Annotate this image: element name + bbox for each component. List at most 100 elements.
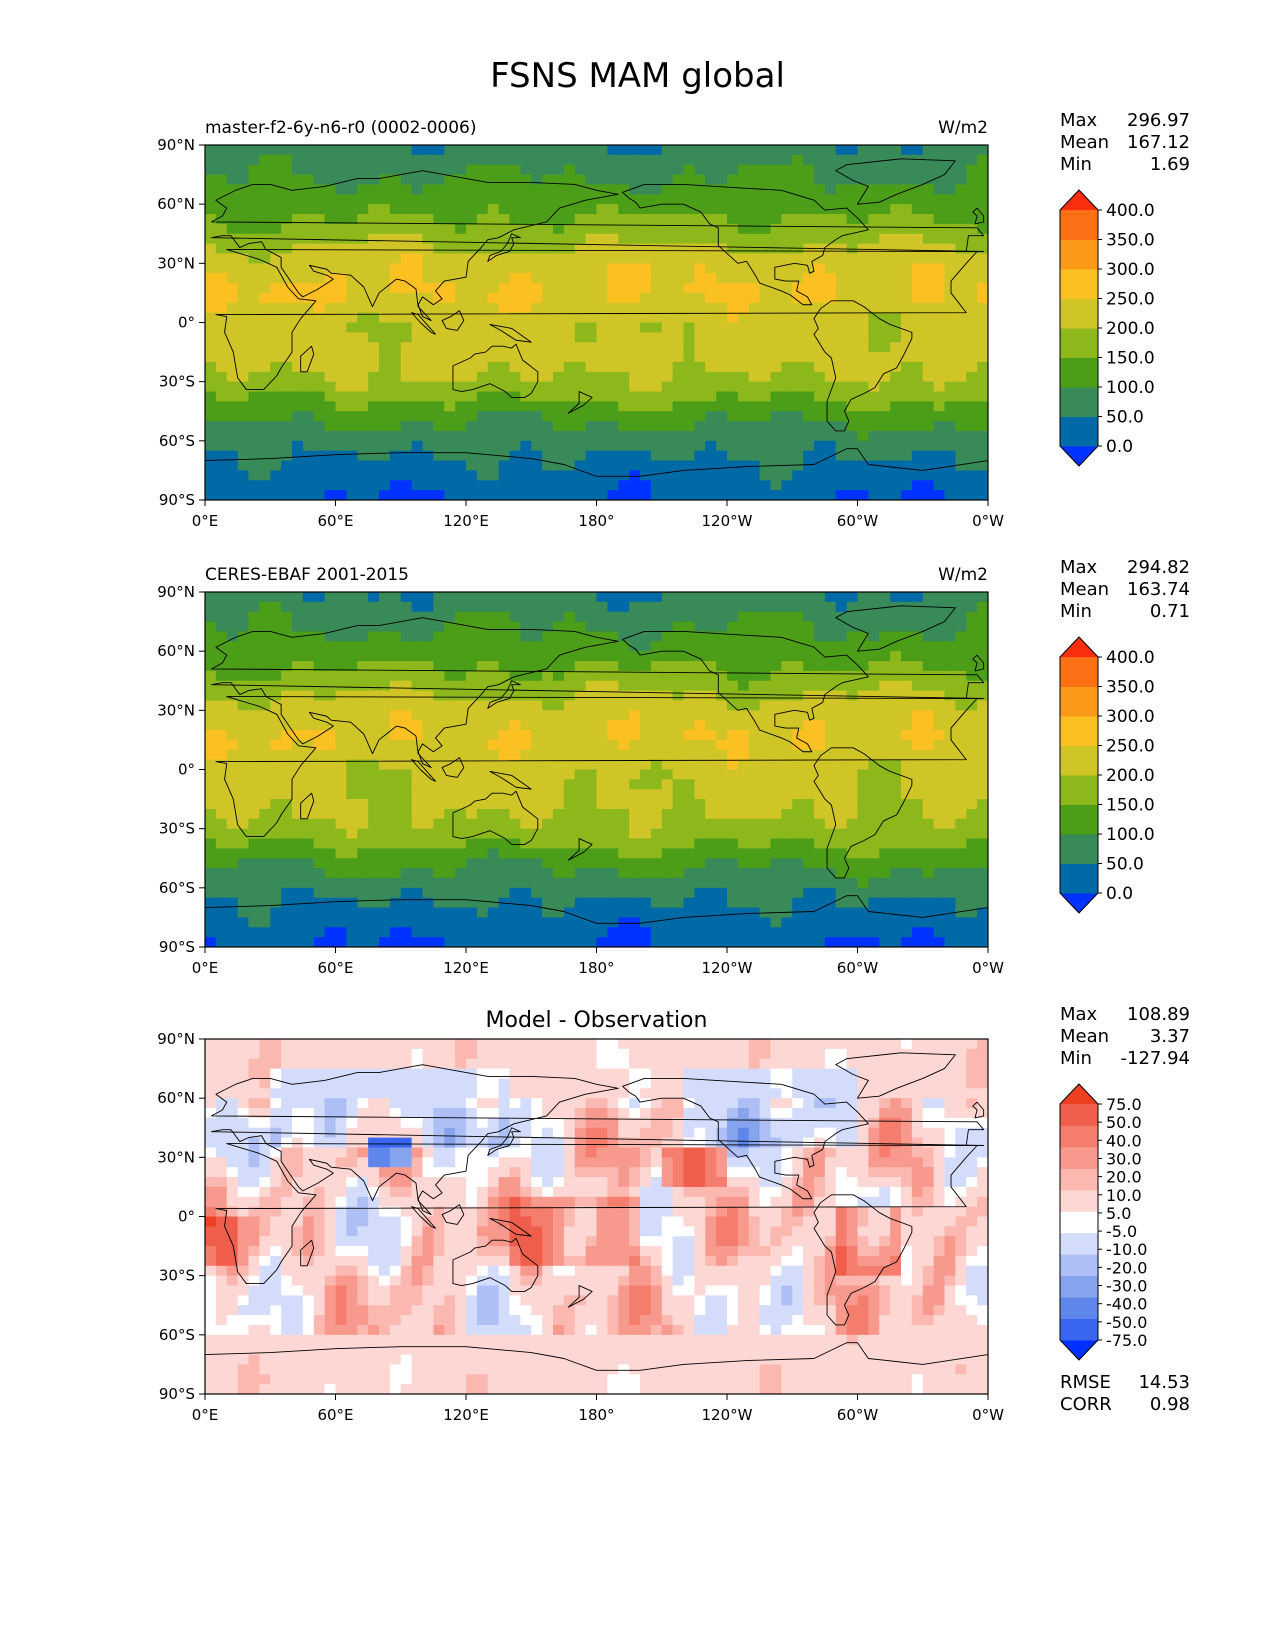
coastline xyxy=(972,207,985,225)
field-cell xyxy=(781,480,793,491)
field-cell xyxy=(563,361,576,373)
field-cell xyxy=(205,641,217,652)
field-cell xyxy=(846,897,859,909)
field-cell xyxy=(618,411,630,422)
field-cell xyxy=(640,480,652,491)
field-cell xyxy=(531,592,543,603)
field-cell xyxy=(237,700,250,711)
field-cell xyxy=(650,739,663,751)
field-cell xyxy=(248,391,260,402)
field-cell xyxy=(694,342,706,353)
field-cell xyxy=(814,430,826,442)
field-cell xyxy=(400,769,413,780)
field-cell xyxy=(585,868,598,879)
field-cell xyxy=(716,720,728,731)
field-cell xyxy=(498,411,511,422)
field-cell xyxy=(977,411,988,422)
field-cell xyxy=(400,332,413,343)
field-cell xyxy=(748,621,761,633)
field-cell xyxy=(650,799,663,810)
field-cell xyxy=(422,450,434,462)
field-cell xyxy=(574,332,587,343)
field-cell xyxy=(411,480,424,491)
field-cell xyxy=(977,490,988,500)
field-cell xyxy=(259,480,271,491)
field-cell xyxy=(922,312,935,324)
field-cell xyxy=(694,641,706,652)
field-cell xyxy=(607,848,619,859)
field-cell xyxy=(509,690,521,702)
field-cell xyxy=(368,391,380,402)
field-cell xyxy=(509,342,521,353)
field-cell xyxy=(400,739,413,751)
field-cell xyxy=(302,312,315,324)
field-cell xyxy=(977,661,988,672)
field-cell xyxy=(205,720,217,731)
field-cell xyxy=(531,858,543,869)
field-cell xyxy=(770,243,782,255)
field-cell xyxy=(824,808,837,820)
field-cell xyxy=(455,411,467,422)
field-cell xyxy=(716,184,728,195)
field-cell xyxy=(792,877,804,889)
field-cell xyxy=(444,480,456,491)
field-cell xyxy=(248,460,260,472)
field-cell xyxy=(400,759,413,771)
field-cell xyxy=(596,661,608,672)
field-cell xyxy=(292,651,304,662)
field-cell xyxy=(368,214,380,225)
field-cell xyxy=(977,273,988,284)
field-cell xyxy=(444,868,456,879)
field-cell xyxy=(607,592,619,603)
field-cell xyxy=(737,887,750,899)
field-cell xyxy=(955,611,967,623)
field-cell xyxy=(781,887,793,899)
field-cell xyxy=(922,292,935,304)
field-cell xyxy=(596,263,608,274)
field-cell xyxy=(759,887,772,899)
field-cell xyxy=(618,848,630,859)
field-cell xyxy=(324,145,337,156)
field-cell xyxy=(857,661,869,672)
field-cell xyxy=(933,322,946,333)
field-cell xyxy=(694,480,706,491)
field-cell xyxy=(553,243,565,255)
lon-tick-label: 180° xyxy=(578,512,614,530)
field-cell xyxy=(455,759,467,771)
field-cell xyxy=(792,848,804,859)
field-cell xyxy=(629,391,641,402)
field-cell xyxy=(596,174,608,186)
field-cell xyxy=(563,233,576,245)
field-cell xyxy=(705,611,717,623)
field-cell xyxy=(226,670,239,682)
field-cell xyxy=(498,342,511,353)
field-cell xyxy=(716,710,728,721)
field-cell xyxy=(455,897,467,909)
field-cell xyxy=(857,352,869,363)
field-cell xyxy=(868,460,880,472)
field-cell xyxy=(433,233,445,245)
field-cell xyxy=(531,799,543,810)
field-cell xyxy=(259,897,271,909)
field-cell xyxy=(422,223,434,235)
field-cell xyxy=(661,601,674,613)
field-cell xyxy=(259,145,271,156)
field-cell xyxy=(531,223,543,235)
field-cell xyxy=(422,818,434,830)
field-cell xyxy=(259,779,271,790)
field-cell xyxy=(966,480,978,491)
field-cell xyxy=(509,312,521,324)
field-cell xyxy=(835,184,848,195)
field-cell xyxy=(694,621,706,633)
lat-tick-label: 0° xyxy=(178,314,195,332)
field-cell xyxy=(759,283,772,294)
field-cell xyxy=(770,273,782,284)
field-cell xyxy=(814,818,826,830)
field-cell xyxy=(705,273,717,284)
field-cell xyxy=(476,868,489,879)
field-cell xyxy=(835,739,848,751)
field-cell xyxy=(661,204,674,215)
field-cell xyxy=(737,194,750,205)
field-cell xyxy=(727,759,739,771)
field-cell xyxy=(781,720,793,731)
